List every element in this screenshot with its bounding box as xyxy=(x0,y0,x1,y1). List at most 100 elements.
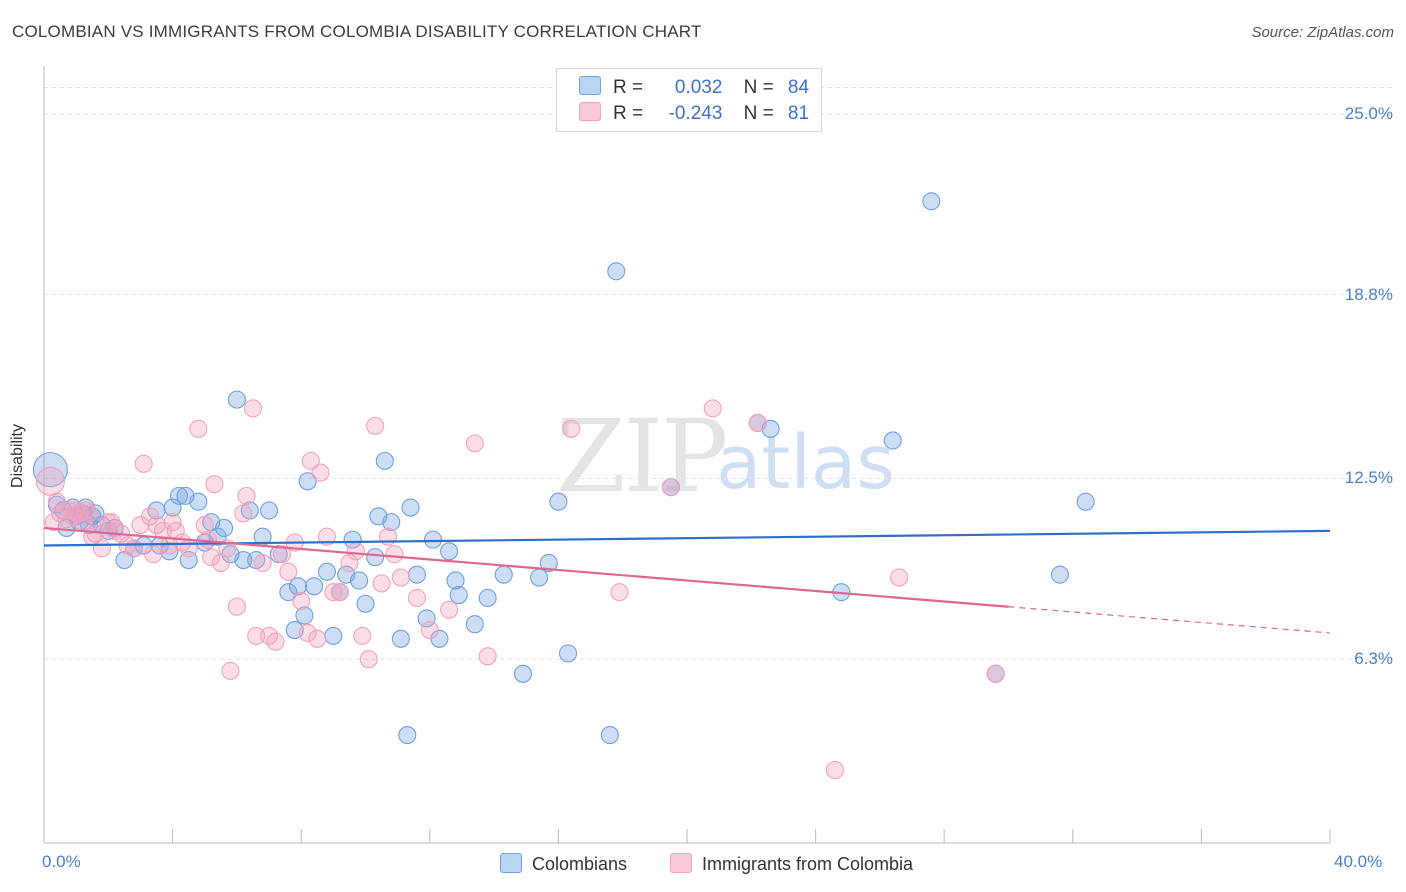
legend-swatch-blue xyxy=(500,853,522,873)
data-point xyxy=(382,513,401,532)
legend-n-label: N = xyxy=(743,103,774,124)
data-point xyxy=(558,644,578,663)
data-point xyxy=(423,530,443,549)
data-point xyxy=(115,551,134,570)
data-point xyxy=(195,515,214,535)
trend-line-colombians xyxy=(43,529,1331,547)
data-point xyxy=(366,416,385,435)
data-point xyxy=(266,632,285,651)
data-point xyxy=(324,583,343,602)
data-point xyxy=(179,539,198,558)
data-point xyxy=(324,626,343,645)
bottom-legend-colombians: Colombians xyxy=(500,853,627,875)
data-point xyxy=(79,504,99,523)
data-point xyxy=(391,568,410,587)
data-point xyxy=(1050,565,1069,584)
data-point xyxy=(420,621,439,640)
data-point xyxy=(214,518,234,538)
legend-swatch-pink xyxy=(670,853,692,873)
data-point xyxy=(478,647,497,666)
data-point xyxy=(530,568,549,587)
data-point xyxy=(391,629,410,648)
legend-row-immigrants: R = -0.243 N = 81 xyxy=(579,102,809,126)
data-point xyxy=(494,565,513,584)
y-tick-label: 18.8% xyxy=(1344,284,1393,304)
data-point xyxy=(600,726,619,745)
legend-row-colombians: R = 0.032 N = 84 xyxy=(579,76,809,100)
watermark-zip: ZIP xyxy=(556,398,728,515)
data-point xyxy=(478,588,497,608)
axes xyxy=(43,66,1331,844)
data-point xyxy=(1076,492,1095,511)
data-point xyxy=(407,588,426,608)
data-point xyxy=(446,571,465,590)
data-point xyxy=(986,664,1005,683)
data-point xyxy=(47,492,66,511)
legend-r-label: R = xyxy=(613,77,644,98)
data-point xyxy=(92,539,111,558)
data-point xyxy=(440,542,459,561)
data-point xyxy=(76,501,95,520)
data-point xyxy=(343,530,362,549)
data-point xyxy=(305,577,324,596)
series-colombians xyxy=(32,192,1095,745)
data-point xyxy=(247,626,266,645)
series-immigrants-from-colombia xyxy=(35,399,1005,780)
trend-lines xyxy=(43,526,1331,634)
data-point xyxy=(366,548,385,567)
data-point xyxy=(353,626,372,645)
data-point xyxy=(549,492,568,511)
data-point xyxy=(661,478,680,497)
y-tick-label: 12.5% xyxy=(1344,468,1393,488)
data-point xyxy=(890,568,909,587)
data-point xyxy=(298,623,317,643)
data-point xyxy=(449,586,468,605)
data-point xyxy=(407,565,426,584)
x-tick-max: 40.0% xyxy=(1334,852,1383,871)
data-point xyxy=(237,486,256,505)
watermark-atlas: atlas xyxy=(716,420,895,506)
data-point xyxy=(311,463,330,482)
data-point xyxy=(32,452,68,488)
data-point xyxy=(825,761,844,780)
data-point xyxy=(330,583,349,602)
data-point xyxy=(189,419,208,438)
data-point xyxy=(221,661,240,680)
data-point xyxy=(134,454,153,473)
data-point xyxy=(465,615,484,634)
data-point xyxy=(301,451,320,470)
data-point xyxy=(298,472,317,491)
data-point xyxy=(385,545,404,564)
data-point xyxy=(562,419,581,438)
data-point xyxy=(317,562,336,581)
legend-r-value: -0.243 xyxy=(668,103,723,124)
data-point xyxy=(340,553,359,573)
legend-swatch-pink xyxy=(579,102,601,121)
legend-r-value: 0.032 xyxy=(674,77,723,98)
data-point xyxy=(163,498,182,517)
y-tick-label: 6.3% xyxy=(1354,649,1393,669)
trend-line-immigrants-extension xyxy=(1008,606,1331,634)
legend: R = 0.032 N = 84 R = -0.243 N = 81 xyxy=(556,68,822,132)
gridlines xyxy=(44,87,1392,660)
trend-line-immigrants xyxy=(43,526,1009,608)
data-point xyxy=(189,492,208,511)
data-point xyxy=(272,545,291,564)
legend-n-value: 81 xyxy=(787,103,810,124)
data-point xyxy=(259,501,279,520)
source-label: Source: ZipAtlas.com xyxy=(1251,24,1394,41)
legend-swatch-blue xyxy=(579,76,601,95)
data-point xyxy=(417,609,436,628)
data-point xyxy=(279,562,298,581)
data-point xyxy=(144,545,163,564)
data-point xyxy=(295,606,314,625)
data-point xyxy=(279,583,298,602)
chart-title: COLOMBIAN VS IMMIGRANTS FROM COLOMBIA DI… xyxy=(12,22,702,41)
bottom-legend-label: Immigrants from Colombia xyxy=(702,854,914,874)
data-point xyxy=(375,451,394,470)
data-point xyxy=(124,539,144,558)
data-point xyxy=(465,434,484,453)
data-point xyxy=(227,390,246,409)
data-point xyxy=(440,600,459,619)
data-point xyxy=(401,498,420,517)
